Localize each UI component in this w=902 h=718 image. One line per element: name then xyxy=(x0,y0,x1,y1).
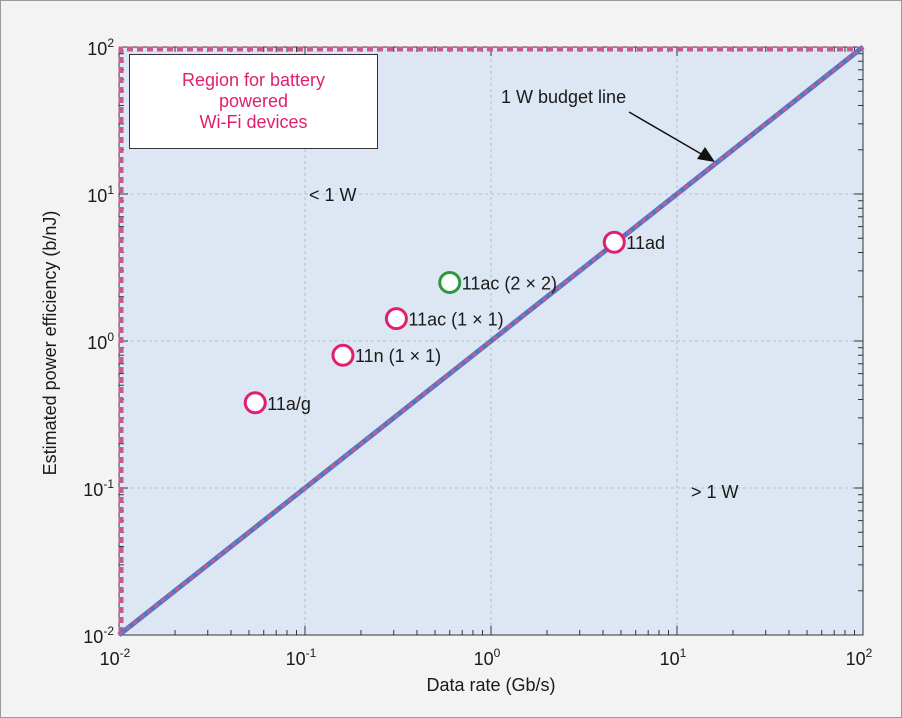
battery-region-legend-box: Region for battery powered Wi-Fi devices xyxy=(129,54,378,149)
data-point-label: 11n (1 × 1) xyxy=(355,346,441,366)
budget-arrow xyxy=(628,111,715,162)
x-axis-title: Data rate (Gb/s) xyxy=(426,675,555,695)
y-tick-label: 100 xyxy=(87,330,114,353)
below-budget-region-label: < 1 W xyxy=(309,185,357,205)
y-tick-label: 102 xyxy=(87,36,114,59)
data-point-label: 11ac (2 × 2) xyxy=(462,274,557,294)
budget-line-label: 1 W budget line xyxy=(501,87,626,107)
data-point-marker xyxy=(243,391,267,415)
data-point-label: 11a/g xyxy=(267,394,311,414)
budget-line xyxy=(117,45,865,637)
battery-region-layer xyxy=(118,46,864,633)
x-tick-label: 102 xyxy=(846,646,873,669)
x-tick-label: 101 xyxy=(660,646,687,669)
data-point-marker xyxy=(602,230,626,254)
tick-labels-layer: 10-2 10-1 100 101 102 10-2 10-1 100 101 102 xyxy=(83,36,872,669)
y-axis-title: Estimated power efficiency (b/nJ) xyxy=(40,211,60,476)
data-point-marker xyxy=(384,307,408,331)
x-tick-label: 10-2 xyxy=(100,646,131,669)
battery-region-text: Region for battery powered Wi-Fi devices xyxy=(181,70,326,132)
points-layer: 11a/g 11n (1 × 1) 11ac (1 × 1) 11ac (2 × 2)… xyxy=(243,230,665,415)
data-point-label: 11ad xyxy=(626,233,665,253)
battery-region-boundary xyxy=(118,46,864,633)
y-tick-label: 10-2 xyxy=(83,624,114,647)
y-tick-label: 10-1 xyxy=(83,477,114,500)
data-point-marker xyxy=(331,343,355,367)
y-tick-label: 101 xyxy=(87,183,114,206)
x-tick-label: 10-1 xyxy=(286,646,317,669)
budget-line-layer xyxy=(117,45,865,637)
x-tick-label: 100 xyxy=(474,646,501,669)
data-point-marker xyxy=(438,271,462,295)
data-point-label: 11ac (1 × 1) xyxy=(408,310,503,330)
above-budget-region-label: > 1 W xyxy=(691,482,739,502)
